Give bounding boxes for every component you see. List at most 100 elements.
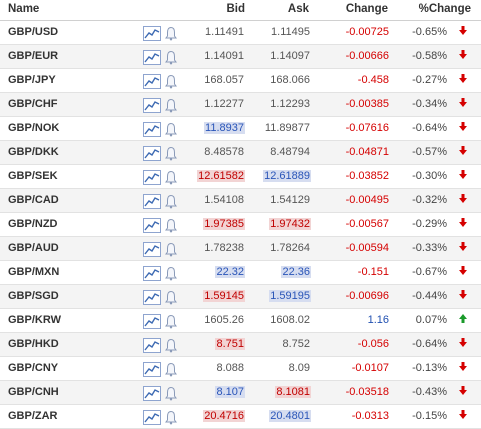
bell-alert-icon[interactable] (165, 218, 177, 233)
table-row[interactable]: GBP/CAD 1.54108 1.54129 -0.00495 -0.32% (0, 189, 481, 213)
symbol-link[interactable]: GBP/AUD (8, 242, 59, 254)
symbol-link[interactable]: GBP/ZAR (8, 410, 58, 422)
bell-alert-icon[interactable] (165, 194, 177, 209)
symbol-link[interactable]: GBP/SEK (8, 170, 58, 182)
pct-change-value: -0.27% (412, 74, 447, 86)
chart-icon[interactable] (143, 146, 161, 161)
chart-icon[interactable] (143, 194, 161, 209)
table-row[interactable]: GBP/SEK 12.61582 12.61889 -0.03852 -0.30% (0, 165, 481, 189)
header-change[interactable]: Change (345, 3, 388, 15)
pct-change-value: -0.64% (412, 122, 447, 134)
header-bid[interactable]: Bid (226, 3, 245, 15)
table-row[interactable]: GBP/JPY 168.057 168.066 -0.458 -0.27% (0, 69, 481, 93)
chart-icon[interactable] (143, 50, 161, 65)
symbol-link[interactable]: GBP/SGD (8, 290, 59, 302)
symbol-link[interactable]: GBP/CHF (8, 98, 58, 110)
bell-alert-icon[interactable] (165, 74, 177, 89)
bell-alert-icon[interactable] (165, 410, 177, 425)
pct-change-value: 0.07% (415, 314, 447, 326)
chart-icon[interactable] (143, 122, 161, 137)
table-row[interactable]: GBP/AUD 1.78238 1.78264 -0.00594 -0.33% (0, 237, 481, 261)
table-row[interactable]: GBP/MXN 22.32 22.36 -0.151 -0.67% (0, 261, 481, 285)
symbol-link[interactable]: GBP/EUR (8, 50, 59, 62)
symbol-link[interactable]: GBP/CNY (8, 362, 59, 374)
arrow-down-icon (459, 386, 467, 395)
symbol-link[interactable]: GBP/KRW (8, 314, 61, 326)
change-value: -0.03518 (345, 386, 389, 398)
header-name[interactable]: Name (8, 3, 40, 15)
chart-icon[interactable] (143, 98, 161, 113)
pct-change-value: -0.33% (412, 242, 447, 254)
bell-alert-icon[interactable] (165, 242, 177, 257)
bell-alert-icon[interactable] (165, 146, 177, 161)
symbol-link[interactable]: GBP/MXN (8, 266, 60, 278)
table-row[interactable]: GBP/EUR 1.14091 1.14097 -0.00666 -0.58% (0, 45, 481, 69)
change-value: -0.00666 (345, 50, 389, 62)
bell-alert-icon[interactable] (165, 122, 177, 137)
table-row[interactable]: GBP/KRW 1605.26 1608.02 1.16 0.07% (0, 309, 481, 333)
table-row[interactable]: GBP/DKK 8.48578 8.48794 -0.04871 -0.57% (0, 141, 481, 165)
bid-value: 168.057 (204, 74, 244, 86)
table-row[interactable]: GBP/NZD 1.97385 1.97432 -0.00567 -0.29% (0, 213, 481, 237)
symbol-link[interactable]: GBP/NOK (8, 122, 60, 134)
table-row[interactable]: GBP/HKD 8.751 8.752 -0.056 -0.64% (0, 333, 481, 357)
symbol-link[interactable]: GBP/USD (8, 26, 59, 38)
bell-alert-icon[interactable] (165, 98, 177, 113)
header-pct-change[interactable]: %Change (418, 3, 471, 15)
table-row[interactable]: GBP/CNH 8.107 8.1081 -0.03518 -0.43% (0, 381, 481, 405)
chart-icon[interactable] (143, 410, 161, 425)
arrow-down-icon (459, 170, 467, 179)
chart-icon[interactable] (143, 170, 161, 185)
arrow-down-icon (459, 338, 467, 347)
bell-alert-icon[interactable] (165, 290, 177, 305)
ask-value: 1.54129 (270, 194, 310, 206)
arrow-down-icon (459, 266, 467, 275)
bid-value: 1.97385 (203, 218, 245, 230)
arrow-down-icon (459, 74, 467, 83)
ask-value: 1.14097 (270, 50, 310, 62)
table-row[interactable]: GBP/ZAR 20.4716 20.4801 -0.0313 -0.15% (0, 405, 481, 429)
chart-icon[interactable] (143, 74, 161, 89)
chart-icon[interactable] (143, 26, 161, 41)
bid-value: 1.11491 (205, 26, 244, 38)
bid-value: 1.14091 (204, 50, 244, 62)
bell-alert-icon[interactable] (165, 170, 177, 185)
symbol-link[interactable]: GBP/CAD (8, 194, 59, 206)
pct-change-value: -0.44% (412, 290, 447, 302)
table-row[interactable]: GBP/CNY 8.088 8.09 -0.0107 -0.13% (0, 357, 481, 381)
bell-alert-icon[interactable] (165, 362, 177, 377)
symbol-link[interactable]: GBP/HKD (8, 338, 59, 350)
symbol-link[interactable]: GBP/NZD (8, 218, 58, 230)
ask-value: 168.066 (270, 74, 310, 86)
arrow-down-icon (459, 410, 467, 419)
ask-value: 1.11495 (271, 26, 310, 38)
table-row[interactable]: GBP/CHF 1.12277 1.12293 -0.00385 -0.34% (0, 93, 481, 117)
chart-icon[interactable] (143, 290, 161, 305)
bell-alert-icon[interactable] (165, 338, 177, 353)
bell-alert-icon[interactable] (165, 386, 177, 401)
chart-icon[interactable] (143, 362, 161, 377)
header-ask[interactable]: Ask (287, 3, 309, 15)
symbol-link[interactable]: GBP/DKK (8, 146, 59, 158)
symbol-link[interactable]: GBP/JPY (8, 74, 56, 86)
arrow-down-icon (459, 98, 467, 107)
table-row[interactable]: GBP/SGD 1.59145 1.59195 -0.00696 -0.44% (0, 285, 481, 309)
bell-alert-icon[interactable] (165, 266, 177, 281)
chart-icon[interactable] (143, 314, 161, 329)
bell-alert-icon[interactable] (165, 314, 177, 329)
pct-change-value: -0.30% (412, 170, 447, 182)
symbol-link[interactable]: GBP/CNH (8, 386, 59, 398)
change-value: -0.151 (357, 266, 389, 278)
chart-icon[interactable] (143, 338, 161, 353)
ask-value: 20.4801 (269, 410, 311, 422)
ask-value: 22.36 (281, 266, 311, 278)
chart-icon[interactable] (143, 386, 161, 401)
chart-icon[interactable] (143, 218, 161, 233)
bell-alert-icon[interactable] (165, 50, 177, 65)
chart-icon[interactable] (143, 242, 161, 257)
table-row[interactable]: GBP/NOK 11.8937 11.89877 -0.07616 -0.64% (0, 117, 481, 141)
bell-alert-icon[interactable] (165, 26, 177, 41)
table-row[interactable]: GBP/USD 1.11491 1.11495 -0.00725 -0.65% (0, 21, 481, 45)
change-value: -0.00495 (345, 194, 389, 206)
chart-icon[interactable] (143, 266, 161, 281)
